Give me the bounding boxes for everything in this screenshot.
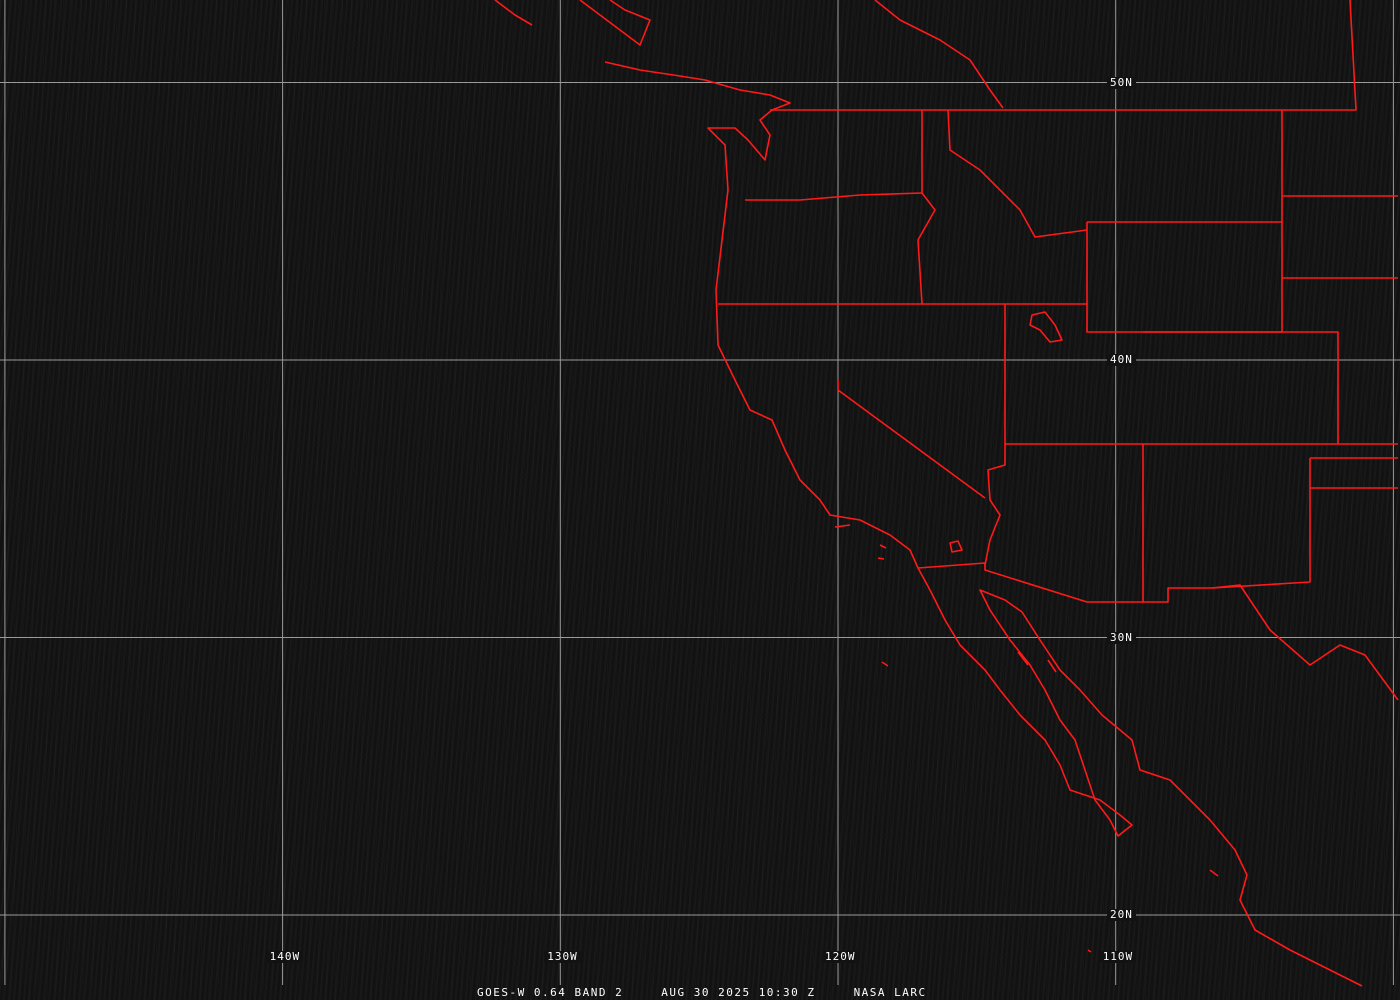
canada-interior-coast [874,0,1004,109]
ca-nv-diagonal [837,380,986,499]
satellite-band: GOES-W 0.64 BAND 2 [477,986,624,999]
great-salt-lake [1029,311,1063,343]
utah-nevada-border [984,304,1006,566]
latitude-label: 50N [1107,76,1136,89]
wa-id-border [917,110,936,305]
inlet-coast-north [494,0,651,46]
longitude-label: 140W [266,951,304,963]
image-datetime: AUG 30 2025 10:30 Z [661,986,816,999]
image-caption: GOES-W 0.64 BAND 2 AUG 30 2025 10:30 Z NAS… [477,986,965,999]
us-mexico-border [917,562,1399,701]
longitude-label: 120W [822,951,859,963]
salton-sea [949,540,963,553]
longitude-label: 110W [1099,951,1137,963]
wyoming-border [1086,110,1283,333]
longitude-label: 130W [544,951,581,963]
latitude-label: 30N [1107,631,1136,644]
east-states [1282,195,1398,489]
us-canada-border [770,0,1357,111]
islands [881,651,1219,953]
new-mexico-border [1211,457,1398,589]
channel-islands [834,524,887,560]
four-corners [1005,331,1398,602]
wa-or-border [745,192,923,201]
latitude-label: 40N [1107,354,1136,366]
id-mt-border [947,109,1088,238]
latitude-label: 20N [1107,909,1136,921]
or-ca-nv-border [718,303,1143,333]
pacific-coastline [604,61,1363,987]
image-source: NASA LARC [853,986,927,999]
